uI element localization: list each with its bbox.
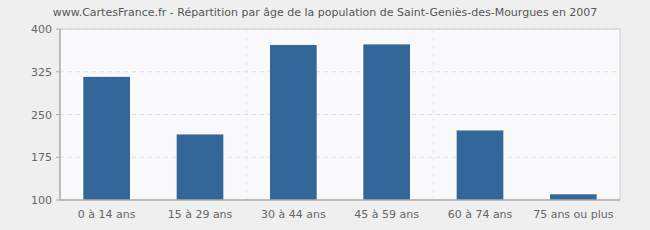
category-label: 60 à 74 ans <box>448 208 513 221</box>
grid-line-v <box>246 29 247 200</box>
bar <box>83 77 130 200</box>
bar <box>363 44 410 200</box>
bar <box>457 130 504 200</box>
grid-line <box>60 114 620 115</box>
plot-frame <box>60 29 620 200</box>
y-axis <box>60 29 61 200</box>
tick-mark <box>56 114 60 115</box>
tick-label: 175 <box>31 151 52 164</box>
grid-line <box>60 157 620 158</box>
x-axis <box>60 200 620 201</box>
category-label: 15 à 29 ans <box>168 208 233 221</box>
bar <box>270 45 317 200</box>
tick-label: 100 <box>31 194 52 207</box>
plot-area <box>60 29 620 200</box>
tick-mark <box>56 157 60 158</box>
category-label: 0 à 14 ans <box>78 208 136 221</box>
title: www.CartesFrance.fr - Répartition par âg… <box>53 6 598 19</box>
tick-label: 325 <box>31 66 52 79</box>
category-label: 75 ans ou plus <box>533 208 614 221</box>
bar <box>550 194 597 200</box>
tick-mark <box>56 71 60 72</box>
grid-line <box>60 71 620 72</box>
background <box>0 0 650 230</box>
category-label: 45 à 59 ans <box>354 208 419 221</box>
bar <box>177 134 224 200</box>
tick-label: 400 <box>31 23 52 36</box>
tick-label: 250 <box>31 109 52 122</box>
grid-line <box>60 200 620 201</box>
category-label: 30 à 44 ans <box>261 208 326 221</box>
bars <box>83 44 596 200</box>
chart: www.CartesFrance.fr - Répartition par âg… <box>0 0 650 230</box>
tick-mark <box>56 200 60 201</box>
tick-mark <box>56 29 60 30</box>
grid-line-v <box>433 29 434 200</box>
